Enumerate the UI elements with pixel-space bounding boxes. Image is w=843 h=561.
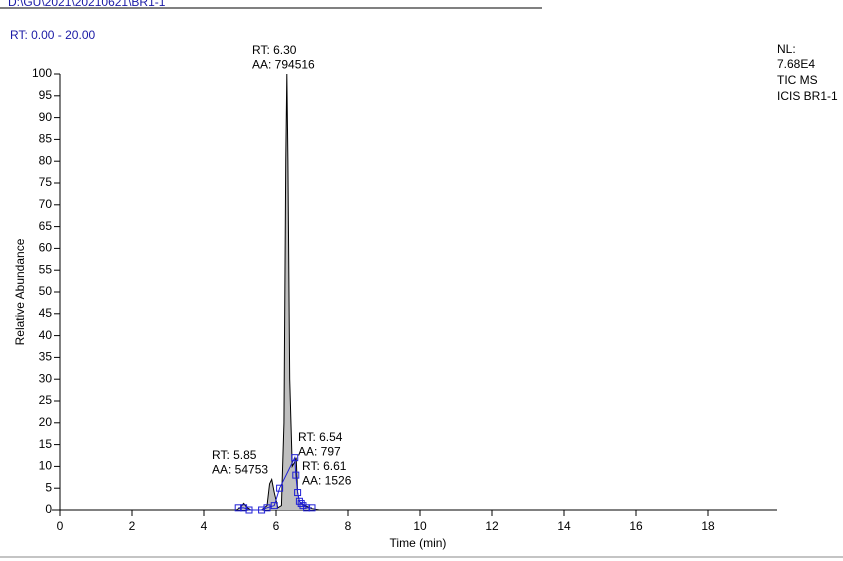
marker xyxy=(294,489,302,497)
y-tick-label: 85 xyxy=(39,132,53,146)
info-line: 7.68E4 xyxy=(777,57,815,71)
x-tick-label: 4 xyxy=(201,519,208,533)
marker xyxy=(263,504,271,512)
y-tick-label: 90 xyxy=(39,110,53,124)
x-axis-label: Time (min) xyxy=(390,536,447,550)
marker xyxy=(270,502,278,510)
peak-annotation: AA: 54753 xyxy=(212,463,268,477)
y-tick-label: 35 xyxy=(39,350,53,364)
y-tick-label: 95 xyxy=(39,88,53,102)
info-line: NL: xyxy=(777,42,796,56)
x-tick-label: 14 xyxy=(557,519,571,533)
y-tick-label: 65 xyxy=(39,219,53,233)
y-tick-label: 60 xyxy=(39,241,53,255)
x-tick-label: 18 xyxy=(701,519,715,533)
marker xyxy=(297,499,305,507)
y-tick-label: 45 xyxy=(39,306,53,320)
y-tick-label: 20 xyxy=(39,415,53,429)
y-tick-label: 5 xyxy=(45,480,52,494)
x-tick-label: 16 xyxy=(629,519,643,533)
x-tick-label: 2 xyxy=(129,519,136,533)
marker xyxy=(276,484,284,492)
y-tick-label: 25 xyxy=(39,393,53,407)
marker xyxy=(308,504,316,512)
peak-annotation: AA: 794516 xyxy=(252,58,315,72)
y-tick-label: 10 xyxy=(39,459,53,473)
peak-annotation: RT: 6.61 xyxy=(302,459,347,473)
marker xyxy=(245,506,253,514)
y-tick-label: 75 xyxy=(39,175,53,189)
x-tick-label: 8 xyxy=(345,519,352,533)
marker xyxy=(234,504,242,512)
marker xyxy=(303,504,311,512)
peak-annotation: AA: 1526 xyxy=(302,474,352,488)
marker xyxy=(240,504,248,512)
x-tick-label: 12 xyxy=(485,519,499,533)
marker xyxy=(292,471,300,479)
info-line: TIC MS xyxy=(777,73,818,87)
x-tick-label: 0 xyxy=(57,519,64,533)
marker xyxy=(299,502,307,510)
trace xyxy=(238,455,312,511)
marker xyxy=(258,506,266,514)
info-line: ICIS BR1-1 xyxy=(777,89,838,103)
y-tick-label: 55 xyxy=(39,262,53,276)
y-tick-label: 100 xyxy=(32,66,52,80)
range-label: RT: 0.00 - 20.00 xyxy=(10,28,95,42)
marker xyxy=(295,497,303,505)
marker xyxy=(291,454,299,462)
y-tick-label: 50 xyxy=(39,284,53,298)
peak-annotation: RT: 6.54 xyxy=(298,430,343,444)
y-tick-label: 15 xyxy=(39,437,53,451)
x-tick-label: 6 xyxy=(273,519,280,533)
file-path: D:\GU\2021\20210621\BR1-1 xyxy=(8,0,166,9)
y-axis-label: Relative Abundance xyxy=(13,238,27,345)
y-tick-label: 70 xyxy=(39,197,53,211)
y-tick-label: 30 xyxy=(39,371,53,385)
y-tick-label: 80 xyxy=(39,153,53,167)
peak-annotation: RT: 5.85 xyxy=(212,448,257,462)
peak-annotation: AA: 797 xyxy=(298,445,341,459)
peak-annotation: RT: 6.30 xyxy=(252,43,297,57)
y-tick-label: 0 xyxy=(45,502,52,516)
x-tick-label: 10 xyxy=(413,519,427,533)
y-tick-label: 40 xyxy=(39,328,53,342)
